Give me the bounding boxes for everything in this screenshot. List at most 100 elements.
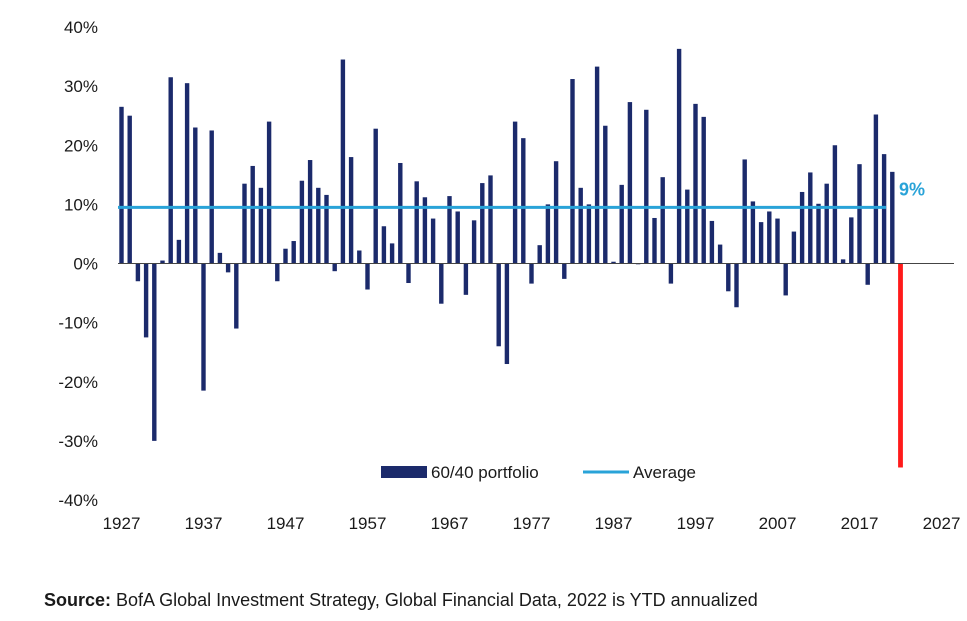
bar-1980 [553, 161, 559, 264]
y-tick-label: 10% [64, 195, 98, 214]
y-tick-label: -10% [58, 314, 98, 333]
bar-1964 [422, 197, 428, 264]
x-axis-ticks: 1927 1937 1947 1957 1967 1977 1987 1997 2007 2017… [103, 514, 961, 533]
bar-1952 [324, 194, 329, 264]
x-tick-label: 1977 [513, 514, 551, 533]
bar-2012 [816, 203, 821, 264]
bar-1988 [619, 184, 624, 264]
bar-1934 [176, 239, 182, 264]
bar-1942 [242, 183, 247, 264]
bar-1950 [307, 160, 313, 264]
bar-1955 [348, 157, 354, 264]
bar-1981 [562, 263, 567, 279]
bar-1995 [676, 48, 682, 264]
bar-1968 [455, 211, 460, 264]
legend-label-60-40-portfolio: 60/40 portfolio [431, 463, 539, 482]
y-tick-label: 40% [64, 18, 98, 37]
bars-layer [119, 48, 903, 468]
bar-1938 [209, 130, 214, 264]
bar-1991 [644, 109, 649, 264]
bar-1971 [480, 183, 485, 264]
bar-1957 [365, 263, 370, 290]
bar-1997 [693, 103, 698, 264]
bar-2006 [767, 211, 772, 264]
bar-2016 [849, 217, 854, 264]
bar-1977 [529, 263, 534, 284]
bar-1927 [119, 106, 124, 264]
bar-1932 [160, 260, 165, 264]
bar-2022 [898, 263, 903, 468]
y-axis-ticks: 40% 30% 20% 10% 0% -10% -20% -30% -40% [58, 18, 98, 510]
x-tick-label: 1987 [595, 514, 633, 533]
bar-2013 [824, 183, 829, 264]
bar-1940 [225, 263, 231, 273]
bar-2004 [750, 201, 756, 264]
bar-1930 [143, 263, 149, 338]
bar-2008 [783, 263, 788, 296]
y-tick-label: -40% [58, 491, 98, 510]
bar-1967 [447, 196, 452, 264]
bar-2001 [726, 263, 731, 292]
x-tick-label: 2017 [841, 514, 879, 533]
y-tick-label: -30% [58, 432, 98, 451]
bar-1945 [266, 121, 272, 264]
bar-1994 [668, 263, 674, 284]
bar-1998 [701, 116, 706, 264]
bar-1969 [463, 263, 469, 295]
average-value-label: 9% [899, 179, 925, 199]
bar-2009 [791, 231, 797, 264]
bar-1976 [521, 138, 526, 264]
legend-swatch-60-40-portfolio [381, 466, 427, 478]
x-tick-label: 1967 [431, 514, 469, 533]
y-tick-label: 30% [64, 77, 98, 96]
bar-1941 [234, 263, 239, 329]
bar-1983 [578, 187, 583, 264]
bar-1986 [603, 125, 608, 264]
bar-1936 [193, 127, 198, 264]
x-tick-label: 1997 [677, 514, 715, 533]
y-tick-label: 20% [64, 136, 98, 155]
bar-2005 [758, 222, 764, 264]
bar-1929 [135, 263, 141, 282]
bar-1972 [488, 175, 493, 264]
bar-1979 [545, 204, 551, 264]
bar-1985 [594, 66, 600, 264]
bar-2017 [857, 164, 862, 264]
bar-2011 [808, 172, 813, 264]
bar-2007 [775, 218, 780, 264]
bar-1933 [168, 77, 173, 264]
bar-1954 [340, 59, 346, 264]
bar-1989 [627, 102, 633, 264]
bar-2003 [742, 159, 747, 264]
y-tick-label: -20% [58, 373, 98, 392]
x-tick-label: 2027 [923, 514, 961, 533]
x-tick-label: 1937 [185, 514, 223, 533]
bar-1958 [373, 128, 378, 264]
x-tick-label: 1957 [349, 514, 387, 533]
bar-1948 [291, 241, 296, 264]
bar-2021 [890, 171, 895, 264]
bar-2018 [865, 263, 870, 285]
bar-1975 [512, 121, 518, 264]
bar-1999 [709, 220, 715, 264]
bar-1993 [660, 177, 665, 264]
legend: 60/40 portfolio Average [381, 463, 696, 482]
bar-2014 [832, 145, 838, 264]
bar-1984 [586, 204, 592, 264]
bar-1928 [127, 115, 132, 264]
bar-1947 [283, 248, 288, 264]
bar-1966 [439, 263, 444, 304]
bar-1963 [414, 181, 419, 264]
bar-1962 [406, 263, 411, 284]
bar-1943 [250, 165, 255, 264]
bar-1949 [299, 180, 305, 264]
bar-2000 [717, 244, 723, 264]
bar-1951 [316, 187, 321, 264]
bar-1982 [570, 79, 575, 264]
bar-1996 [685, 189, 690, 264]
bar-1960 [389, 243, 395, 264]
bar-1931 [152, 263, 157, 441]
bar-1944 [258, 187, 264, 264]
x-tick-label: 1947 [267, 514, 305, 533]
